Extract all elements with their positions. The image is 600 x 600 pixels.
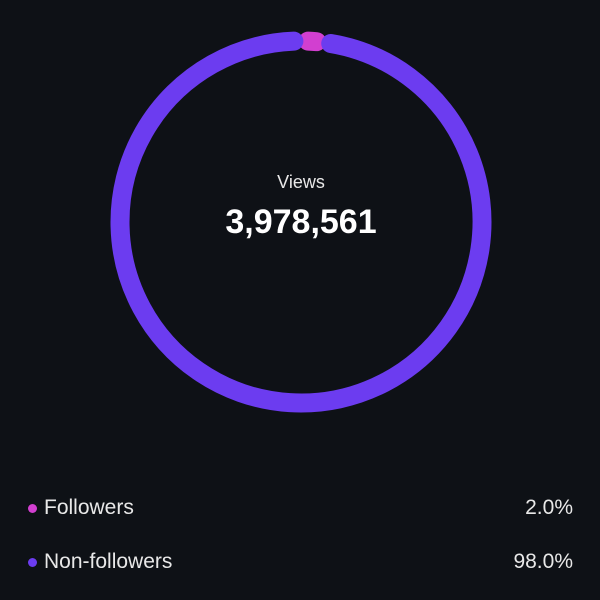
donut-segment-followers (298, 31, 327, 52)
non-followers-dot-icon (28, 557, 37, 567)
legend-label: Non-followers (44, 550, 173, 573)
legend-value: 98.0% (513, 550, 573, 573)
legend-value: 2.0% (525, 496, 573, 519)
legend-item-followers: Followers 2.0% (28, 493, 573, 523)
legend-label: Followers (44, 496, 134, 519)
center-label: Views (277, 172, 325, 192)
legend-item-non-followers: Non-followers 98.0% (28, 547, 573, 577)
followers-dot-icon (28, 503, 37, 513)
total-views: 3,978,561 (225, 203, 377, 241)
donut-segment-non-followers (110, 31, 492, 413)
